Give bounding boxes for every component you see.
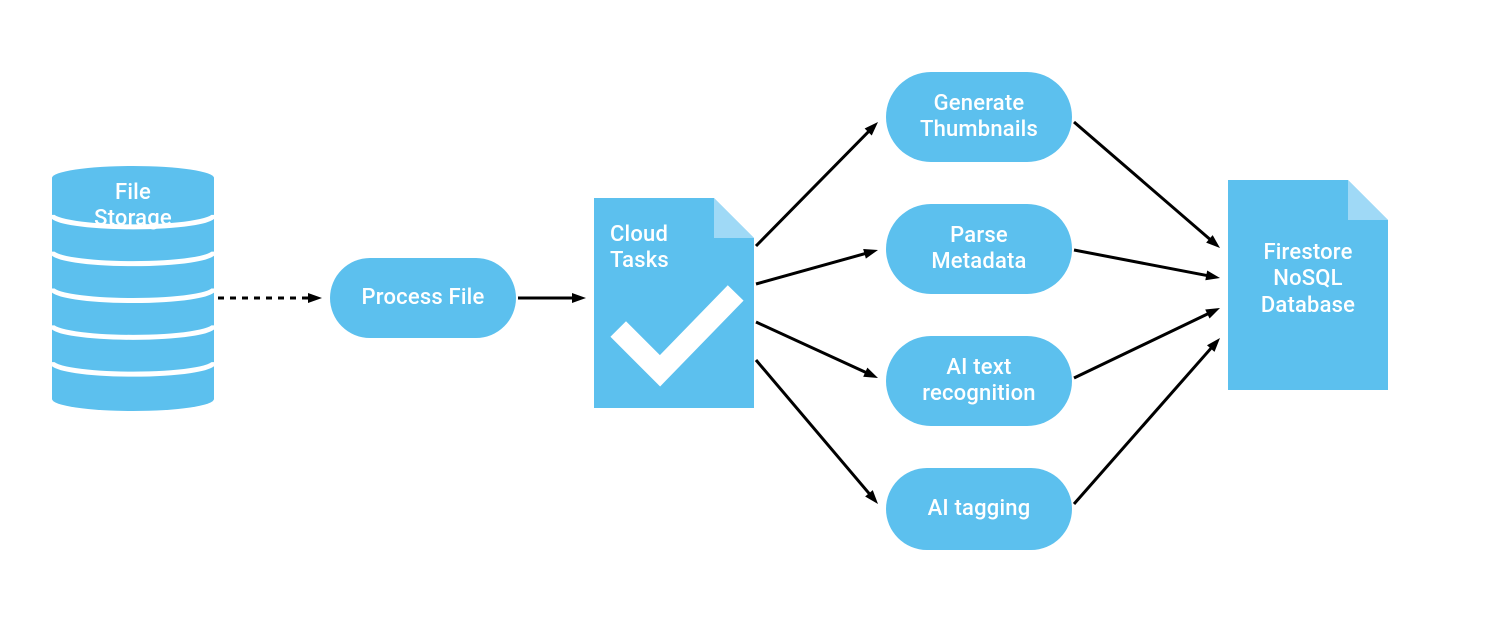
node-firestore: Firestore NoSQL Database [1228,180,1388,390]
parse-metadata-label-line2: Metadata [931,249,1026,275]
generate-thumbnails-label: Generate Thumbnails [920,91,1038,144]
cloud-tasks-label-line1: Cloud [610,222,669,248]
node-file-storage: File Storage [52,166,214,411]
node-ai-tagging: AI tagging [886,468,1072,550]
ai-text-recognition-label-line1: AI text [922,355,1036,381]
firestore-label-line3: Database [1228,293,1388,319]
node-cloud-tasks: Cloud Tasks [594,198,754,408]
firestore-label-line1: Firestore [1228,240,1388,266]
firestore-label-line2: NoSQL [1228,266,1388,292]
file-storage-label: File Storage [52,180,214,233]
ai-text-recognition-label: AI text recognition [922,355,1036,408]
file-storage-label-line1: File [52,180,214,206]
firestore-label: Firestore NoSQL Database [1228,240,1388,319]
generate-thumbnails-label-line1: Generate [920,91,1038,117]
cloud-tasks-label-line2: Tasks [610,248,669,274]
cloud-tasks-label: Cloud Tasks [610,222,669,275]
ai-text-recognition-label-line2: recognition [922,381,1036,407]
file-storage-label-line2: Storage [52,206,214,232]
node-parse-metadata: Parse Metadata [886,204,1072,294]
node-process-file: Process File [330,258,516,338]
generate-thumbnails-label-line2: Thumbnails [920,117,1038,143]
process-file-label: Process File [362,285,485,311]
parse-metadata-label: Parse Metadata [931,223,1026,276]
node-ai-text-recognition: AI text recognition [886,336,1072,426]
parse-metadata-label-line1: Parse [931,223,1026,249]
ai-tagging-label: AI tagging [928,496,1031,522]
node-generate-thumbnails: Generate Thumbnails [886,72,1072,162]
